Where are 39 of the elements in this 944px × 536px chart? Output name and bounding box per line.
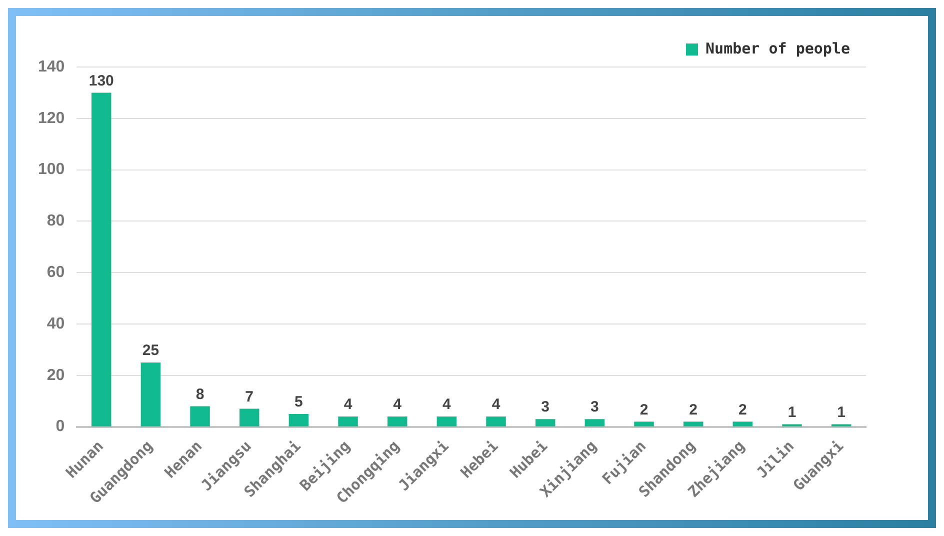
data-label: 3 [541, 398, 550, 416]
y-tick-label: 80 [46, 212, 65, 230]
bar [338, 416, 358, 426]
bar [584, 419, 605, 426]
data-label: 1 [788, 404, 796, 421]
data-label: 2 [640, 401, 648, 418]
y-tick-label: 60 [46, 264, 65, 282]
bar [140, 362, 161, 426]
bar [387, 416, 408, 426]
data-label: 2 [689, 401, 698, 418]
y-tick-label: 140 [38, 58, 65, 76]
data-label: 3 [590, 398, 599, 416]
data-label: 8 [196, 386, 204, 403]
bar [288, 414, 309, 426]
bar [732, 422, 753, 426]
y-tick-label: 100 [38, 161, 65, 178]
data-label: 4 [442, 396, 452, 414]
bar [239, 408, 260, 426]
y-tick-label: 40 [46, 315, 65, 332]
legend-label: Number of people [706, 39, 850, 58]
y-tick-label: 0 [56, 418, 65, 436]
data-label: 2 [738, 401, 747, 418]
data-label: 7 [245, 388, 254, 406]
y-tick-label: 120 [38, 110, 65, 127]
bar [634, 422, 654, 426]
bar [535, 419, 556, 426]
bar [436, 416, 457, 426]
data-label: 25 [142, 342, 160, 360]
bar [683, 422, 704, 426]
bar [486, 416, 506, 426]
y-tick-label: 20 [46, 366, 65, 384]
bar [190, 406, 210, 426]
data-label: 4 [344, 396, 353, 414]
data-label: 1 [837, 404, 846, 421]
data-label: 130 [88, 72, 114, 90]
data-label: 4 [393, 396, 402, 414]
data-label: 5 [294, 394, 303, 411]
bar [91, 92, 112, 426]
data-label: 4 [492, 396, 501, 414]
